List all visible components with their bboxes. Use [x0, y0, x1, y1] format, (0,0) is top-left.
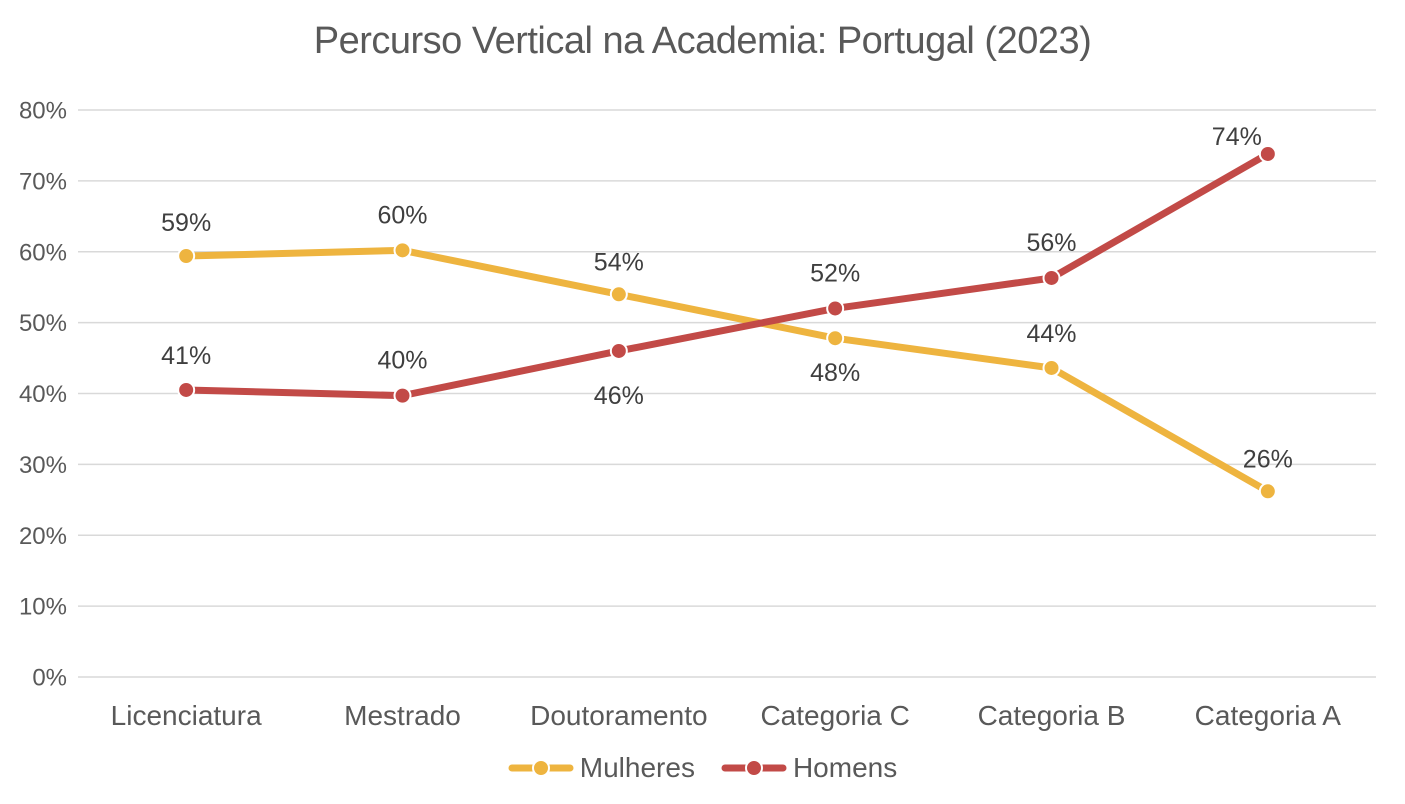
legend-item-mulheres: Mulheres [508, 752, 695, 784]
data-label-mulheres: 60% [377, 201, 427, 229]
x-axis-category-label: Licenciatura [111, 700, 262, 731]
y-axis-tick-label: 40% [19, 381, 67, 408]
data-label-homens: 56% [1026, 229, 1076, 257]
x-axis-category-label: Categoria A [1195, 700, 1342, 731]
x-axis-category-label: Doutoramento [530, 700, 707, 731]
data-label-homens: 52% [810, 259, 860, 287]
y-axis-tick-label: 70% [19, 168, 67, 195]
data-point-marker-homens [1258, 144, 1277, 163]
data-point-marker-homens [609, 341, 628, 360]
chart-title: Percurso Vertical na Academia: Portugal … [313, 20, 1092, 62]
series-line-homens [182, 150, 1272, 400]
data-label-homens: 74% [1212, 123, 1262, 151]
data-label-mulheres: 54% [594, 248, 644, 276]
legend-line-marker-icon [508, 759, 574, 777]
data-point-marker-mulheres [393, 241, 412, 260]
data-point-marker-mulheres [1258, 482, 1277, 501]
y-axis-tick-label: 60% [19, 239, 67, 266]
x-axis-category-label: Mestrado [344, 700, 461, 731]
x-axis-category-label: Categoria C [760, 700, 909, 731]
data-point-marker-homens [826, 299, 845, 318]
data-point-marker-homens [1042, 268, 1061, 287]
data-label-homens: 46% [594, 382, 644, 410]
data-point-marker-mulheres [609, 285, 628, 304]
data-point-marker-mulheres [177, 247, 196, 266]
y-axis-tick-label: 80% [19, 98, 67, 125]
x-axis-category-label: Categoria B [978, 700, 1126, 731]
series-line-mulheres [182, 246, 1272, 495]
data-point-marker-homens [177, 380, 196, 399]
data-label-homens: 40% [377, 347, 427, 375]
data-point-marker-mulheres [826, 329, 845, 348]
chart-legend: Mulheres Homens [0, 752, 1405, 784]
legend-label-homens: Homens [792, 752, 898, 783]
legend-line-marker-icon [721, 759, 787, 777]
data-label-mulheres: 48% [810, 359, 860, 387]
data-label-mulheres: 26% [1243, 445, 1293, 473]
data-label-mulheres: 44% [1026, 320, 1076, 348]
data-point-marker-mulheres [1042, 358, 1061, 377]
y-axis-tick-label: 20% [19, 523, 67, 550]
y-axis-tick-label: 0% [32, 665, 67, 692]
line-chart-plot: 0% 10% 20% 30% 40% 50% 60% 70% 80% Licenciatura Me… [19, 98, 1376, 731]
y-axis-tick-label: 50% [19, 310, 67, 337]
data-point-marker-homens [393, 386, 412, 405]
legend-item-homens: Homens [721, 752, 897, 784]
y-axis-tick-label: 30% [19, 452, 67, 479]
y-axis-tick-label: 10% [19, 594, 67, 621]
data-label-mulheres: 59% [161, 209, 211, 237]
data-label-homens: 41% [161, 342, 211, 370]
legend-label-mulheres: Mulheres [579, 752, 695, 783]
